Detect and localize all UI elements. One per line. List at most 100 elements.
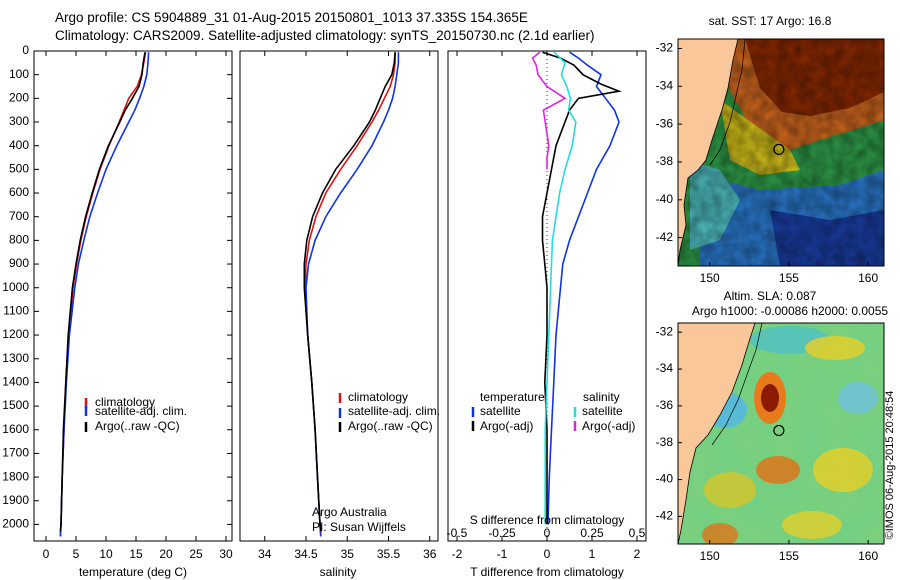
- sst-isobath: [709, 39, 746, 166]
- sla-map-axes: 150 155 160 -32 -34 -36 -38 -40 -42: [656, 324, 879, 563]
- legend-climatology: climatology: [95, 395, 155, 409]
- x-tick-label: 35: [341, 547, 355, 561]
- depth-tick-label: 100: [9, 67, 29, 81]
- temperature-legend: climatology satellite-adj. clim. Argo(..…: [84, 395, 187, 433]
- x-tick-label: 30: [219, 547, 233, 561]
- depth-tick-label: 1600: [2, 422, 29, 436]
- x-tick-label: 35.5: [377, 547, 401, 561]
- map-lon-label: 155: [779, 271, 799, 285]
- map-lon-label: 155: [779, 549, 799, 563]
- map-lat-label: -32: [656, 324, 674, 338]
- figure-title-line1: Argo profile: CS 5904889_31 01-Aug-2015 …: [55, 10, 528, 25]
- salinity-x-axis: 34 34.5 35 35.5 36: [258, 51, 437, 561]
- sla-blob: [782, 511, 842, 539]
- depth-tick-label: 2000: [2, 517, 29, 531]
- depth-tick-label: 1800: [2, 469, 29, 483]
- x-tick-label: 20: [159, 547, 173, 561]
- sla-isobath: [711, 323, 763, 446]
- x-tick-label: 0: [43, 547, 50, 561]
- salinity-series: [303, 52, 400, 537]
- legend-header-temperature: temperature: [480, 390, 545, 404]
- sst-map-title: sat. SST: 17 Argo: 16.8: [709, 14, 832, 28]
- x-tick-label: 34: [258, 547, 272, 561]
- map-lat-label: -38: [656, 154, 674, 168]
- x-tick-label: -1: [497, 547, 508, 561]
- temperature-axes: [33, 50, 233, 542]
- argo-position-marker: [773, 143, 785, 155]
- legend-s-satellite: satellite: [582, 404, 623, 418]
- sla-map-frame: [677, 322, 885, 545]
- depth-tick-label: 1100: [3, 304, 29, 318]
- map-lat-label: -32: [656, 41, 674, 55]
- map-lon-label: 160: [858, 271, 878, 285]
- series-line-argo-raw-qc-: [303, 52, 396, 532]
- sla-map-title1: Altim. SLA: 0.087: [724, 289, 817, 303]
- sla-blob: [756, 456, 800, 484]
- argo-position-marker: [773, 424, 785, 437]
- depth-tick-label: 600: [9, 185, 29, 199]
- legend-satellite: satellite-adj. clim.: [348, 404, 440, 418]
- map-lat-label: -34: [656, 78, 674, 92]
- sla-map: Altim. SLA: 0.087 Argo h1000: -0.00086 h…: [656, 289, 889, 563]
- sla-blob: [704, 472, 756, 508]
- salinity-axes: [239, 50, 439, 542]
- salinity-difference-axis: -0.5 -0.25 0 0.25 0.5: [447, 526, 646, 540]
- credit-line2: PI: Susan Wijffels: [312, 520, 406, 534]
- top-tick-label: 0.25: [580, 526, 604, 540]
- difference-series: [531, 51, 622, 525]
- x-tick-label: 5: [73, 547, 80, 561]
- credit-line1: Argo Australia: [312, 505, 387, 519]
- map-lat-label: -36: [656, 398, 674, 412]
- series-line-temperature-satellite: [547, 51, 620, 525]
- map-lat-label: -42: [656, 230, 674, 244]
- series-line-temperature-argo-adj-: [541, 51, 622, 525]
- x-tick-label: 2: [634, 547, 641, 561]
- legend-t-satellite: satellite: [480, 404, 521, 418]
- depth-tick-label: 1000: [2, 280, 29, 294]
- top-tick-label: 0.5: [629, 526, 646, 540]
- x-tick-label: 15: [129, 547, 143, 561]
- sst-map-axes: 150 155 160 -32 -34 -36 -38 -40 -42: [656, 41, 879, 285]
- series-line-salinity-argo-adj-: [531, 51, 567, 170]
- x-tick-label: 1: [589, 547, 596, 561]
- depth-tick-label: 900: [9, 256, 29, 270]
- sst-land: [678, 39, 739, 266]
- difference-x-axis: -2 -1 0 1 2: [452, 51, 641, 561]
- depth-tick-label: 700: [9, 209, 29, 223]
- temperature-panel: 0100200300400500600700800900100011001200…: [2, 43, 646, 579]
- depth-tick-label: 800: [9, 233, 29, 247]
- temperature-xlabel: temperature (deg C): [79, 565, 187, 579]
- sst-map-frame: [677, 38, 885, 267]
- sla-blob: [702, 523, 738, 544]
- x-tick-label: 10: [99, 547, 113, 561]
- map-lat-label: -36: [656, 116, 674, 130]
- x-tick-label: 25: [189, 547, 203, 561]
- sla-eddy-core: [761, 384, 779, 412]
- imos-stamp: ©IMOS 06-Aug-2015 20:48:54: [884, 391, 896, 540]
- legend-satellite: satellite-adj. clim.: [95, 404, 187, 418]
- series-line-argo-raw-qc-: [59, 52, 146, 532]
- depth-tick-label: 1200: [2, 327, 29, 341]
- sla-blob: [805, 336, 865, 360]
- depth-tick-label: 200: [9, 91, 29, 105]
- top-tick-label: 0: [544, 526, 551, 540]
- depth-tick-label: 1900: [2, 493, 29, 507]
- depth-tick-label: 0: [22, 43, 29, 57]
- map-lon-label: 160: [858, 549, 878, 563]
- legend-header-salinity: salinity: [583, 390, 620, 404]
- depth-tick-label: 500: [9, 162, 29, 176]
- sla-blob: [838, 382, 878, 414]
- depth-tick-label: 1700: [2, 446, 29, 460]
- x-tick-label: 34.5: [294, 547, 318, 561]
- difference-panel: -2 -1 0 1 2 -0.5 -0.25 0 0.25 0.5 T difference f…: [447, 50, 647, 579]
- figure-title-line2: Climatology: CARS2009. Satellite-adjuste…: [55, 28, 595, 43]
- difference-legend: temperature salinity satellite Argo(-adj…: [471, 390, 635, 433]
- difference-xlabel: T difference from climatology: [470, 565, 624, 579]
- temperature-series: [59, 52, 150, 537]
- top-tick-label: -0.25: [488, 526, 516, 540]
- legend-argo: Argo(..raw -QC): [95, 419, 180, 433]
- x-tick-label: 0: [544, 547, 551, 561]
- depth-tick-label: 1300: [2, 351, 29, 365]
- legend-argo: Argo(..raw -QC): [348, 419, 433, 433]
